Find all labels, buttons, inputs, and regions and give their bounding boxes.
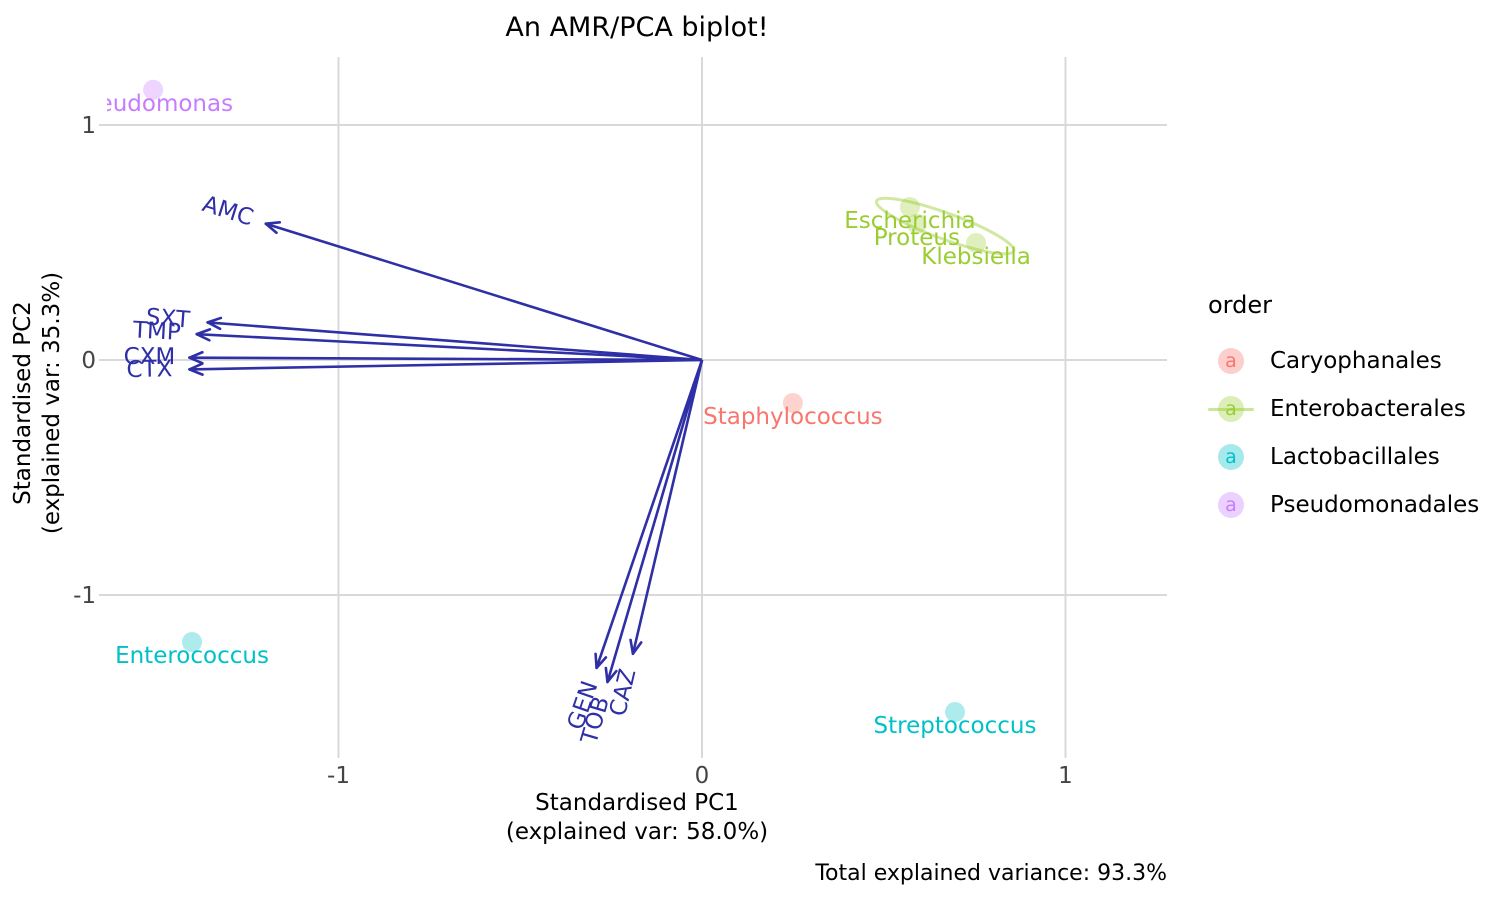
point-label-Escherichia: Escherichia: [844, 208, 975, 234]
data-layer: AMCSXTTMPCXMCTXGENTOBCAZPseudomonasEsche…: [73, 79, 1037, 748]
loading-label-SXT: SXT: [145, 304, 192, 333]
legend-items: a Caryophanales a Enterobacterales a Lactobac…: [1205, 337, 1479, 529]
loading-arrowhead-GEN-0: [595, 656, 608, 670]
loading-arrowhead-GEN-1: [594, 652, 598, 670]
point-Streptococcus: [944, 702, 965, 723]
x-axis-title-line2: (explained var: 58.0%): [505, 819, 769, 845]
legend-key-circle: [1218, 396, 1244, 422]
legend-item-label: Caryophanales: [1270, 348, 1442, 374]
legend-item-lactobacillales: a Lactobacillales: [1218, 433, 1479, 481]
legend-key-letter: a: [1225, 494, 1237, 516]
loading-arrowhead-AMC-1: [264, 221, 282, 225]
legend-key-circle: [1218, 348, 1244, 374]
y-tick-label-0: 0: [81, 348, 96, 374]
x-tick-label-0: 0: [695, 763, 710, 789]
loading-arrowhead-CTX-1: [188, 362, 204, 371]
y-tick-label--1: -1: [73, 583, 96, 609]
x-tick-label--1: -1: [327, 763, 350, 789]
loading-arrowhead-TOB-0: [606, 669, 618, 684]
y-axis-title: Standardised PC2 (explained var: 35.3%): [9, 272, 67, 534]
loading-arrow-AMC: [265, 222, 703, 362]
loading-arrow-TOB: [606, 359, 704, 683]
legend-item-label: Enterobacterales: [1270, 396, 1466, 422]
legend-title: order: [1208, 291, 1272, 319]
loading-label-AMC: AMC: [199, 191, 256, 231]
legend-key-icon: a: [1218, 348, 1244, 374]
legend-item-label: Lactobacillales: [1270, 444, 1440, 470]
loading-arrow-SXT: [207, 321, 703, 362]
legend-item-pseudomonadales: a Pseudomonadales: [1218, 481, 1479, 529]
y-axis-title-line2: (explained var: 35.3%): [39, 271, 65, 535]
legend-key-letter: a: [1225, 350, 1237, 372]
loading-label-CTX: CTX: [126, 356, 173, 383]
point-Proteus: [906, 213, 927, 234]
legend-key-circle: [1218, 492, 1244, 518]
loading-arrowhead-CTX-0: [188, 368, 204, 376]
loading-arrowhead-TMP-1: [195, 328, 212, 336]
legend-key-icon: a: [1218, 492, 1244, 518]
legend-item-enterobacterales: a Enterobacterales: [1208, 385, 1479, 433]
loading-arrow-CTX: [189, 358, 703, 371]
chart-title: An AMR/PCA biplot!: [505, 12, 769, 43]
legend-item-label: Pseudomonadales: [1270, 492, 1480, 518]
point-Escherichia: [899, 197, 920, 218]
loading-arrow-CAZ: [631, 359, 704, 655]
x-tick-label-1: 1: [1058, 763, 1073, 789]
point-Enterococcus: [182, 632, 203, 652]
loading-label-TMP: TMP: [131, 317, 181, 345]
x-axis-title-line1: Standardised PC1: [535, 790, 739, 816]
legend-key-letter: a: [1225, 446, 1237, 468]
loading-arrowhead-SXT-0: [206, 321, 222, 331]
loading-arrowhead-SXT-1: [206, 316, 223, 324]
loading-arrowhead-CXM-0: [188, 356, 204, 365]
point-Pseudomonas: [143, 79, 164, 100]
loading-arrowhead-CAZ-0: [631, 641, 643, 656]
loading-arrowhead-CAZ-1: [629, 638, 635, 656]
legend-item-caryophanales: a Caryophanales: [1218, 337, 1479, 385]
loading-arrowhead-TOB-1: [604, 666, 609, 684]
loading-arrowhead-AMC-0: [264, 222, 278, 235]
point-label-Staphylococcus: Staphylococcus: [703, 404, 883, 430]
point-label-Klebsiella: Klebsiella: [921, 244, 1031, 270]
point-Staphylococcus: [782, 393, 803, 414]
loading-label-CXM: CXM: [124, 344, 176, 370]
legend-key-icon: a: [1218, 444, 1244, 470]
caption-total-variance: Total explained variance: 93.3%: [815, 861, 1167, 886]
legend-key-circle: [1218, 444, 1244, 470]
legend-key-ellipse-line: [1208, 407, 1254, 411]
loading-arrow-TMP: [196, 332, 703, 362]
point-label-Proteus: Proteus: [874, 225, 960, 251]
legend: order a Caryophanales a Enterobacterales a La…: [1205, 291, 1479, 529]
y-tick-label-1: 1: [81, 113, 96, 139]
y-axis-title-line1: Standardised PC2: [10, 301, 36, 505]
loading-arrowhead-TMP-0: [195, 332, 211, 342]
loading-arrow-CXM: [189, 356, 703, 362]
loading-arrow-GEN: [595, 359, 704, 669]
legend-key-letter: a: [1225, 398, 1237, 420]
point-label-Enterococcus: Enterococcus: [115, 643, 269, 669]
confidence-ellipse-Enterobacterales: [874, 196, 1016, 256]
point-label-Streptococcus: Streptococcus: [874, 713, 1037, 739]
loading-arrowhead-CXM-1: [188, 350, 204, 359]
point-label-Pseudomonas: Pseudomonas: [73, 91, 233, 117]
x-axis-title: Standardised PC1 (explained var: 58.0%): [506, 789, 768, 847]
point-Klebsiella: [966, 232, 987, 253]
legend-key-icon: a: [1208, 396, 1254, 422]
